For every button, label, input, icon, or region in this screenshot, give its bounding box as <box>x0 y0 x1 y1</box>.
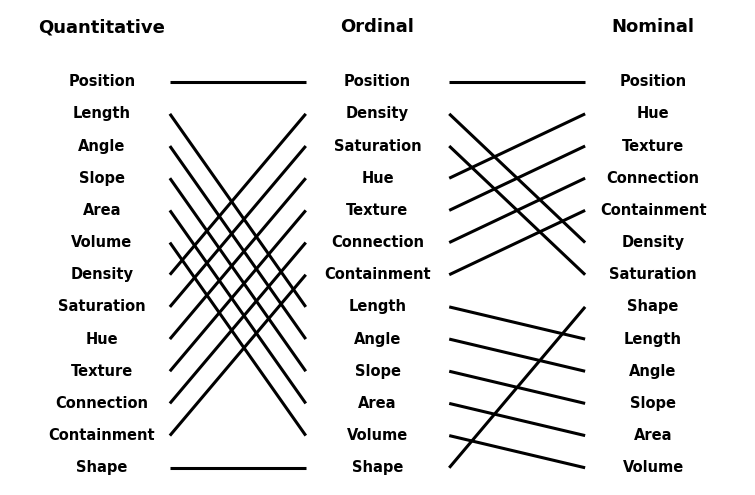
Text: Density: Density <box>70 267 134 282</box>
Text: Quantitative: Quantitative <box>39 18 165 36</box>
Text: Position: Position <box>69 74 135 89</box>
Text: Ordinal: Ordinal <box>341 18 414 36</box>
Text: Volume: Volume <box>347 428 408 443</box>
Text: Area: Area <box>359 396 396 411</box>
Text: Volume: Volume <box>622 460 684 475</box>
Text: Slope: Slope <box>630 396 676 411</box>
Text: Texture: Texture <box>71 364 133 379</box>
Text: Nominal: Nominal <box>612 18 695 36</box>
Text: Shape: Shape <box>76 460 128 475</box>
Text: Connection: Connection <box>606 171 700 186</box>
Text: Containment: Containment <box>48 428 156 443</box>
Text: Density: Density <box>346 106 409 121</box>
Text: Shape: Shape <box>352 460 403 475</box>
Text: Area: Area <box>83 203 121 218</box>
Text: Hue: Hue <box>361 171 394 186</box>
Text: Area: Area <box>634 428 672 443</box>
Text: Hue: Hue <box>636 106 670 121</box>
Text: Connection: Connection <box>55 396 149 411</box>
Text: Angle: Angle <box>79 139 125 153</box>
Text: Volume: Volume <box>71 235 133 250</box>
Text: Texture: Texture <box>622 139 684 153</box>
Text: Connection: Connection <box>331 235 424 250</box>
Text: Position: Position <box>344 74 411 89</box>
Text: Slope: Slope <box>355 364 400 379</box>
Text: Slope: Slope <box>79 171 125 186</box>
Text: Containment: Containment <box>599 203 707 218</box>
Text: Position: Position <box>620 74 686 89</box>
Text: Length: Length <box>73 106 131 121</box>
Text: Length: Length <box>624 332 682 346</box>
Text: Hue: Hue <box>85 332 119 346</box>
Text: Angle: Angle <box>630 364 676 379</box>
Text: Density: Density <box>621 235 685 250</box>
Text: Length: Length <box>349 299 406 314</box>
Text: Angle: Angle <box>354 332 401 346</box>
Text: Texture: Texture <box>347 203 408 218</box>
Text: Saturation: Saturation <box>334 139 421 153</box>
Text: Saturation: Saturation <box>58 299 146 314</box>
Text: Shape: Shape <box>627 299 679 314</box>
Text: Containment: Containment <box>324 267 431 282</box>
Text: Saturation: Saturation <box>609 267 697 282</box>
